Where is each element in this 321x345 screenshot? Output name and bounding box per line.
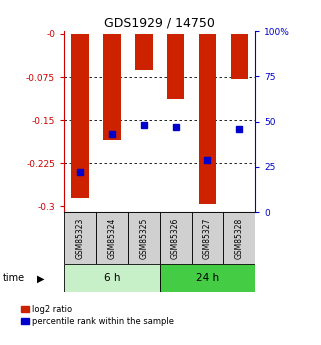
Bar <box>128 212 160 264</box>
Legend: log2 ratio, percentile rank within the sample: log2 ratio, percentile rank within the s… <box>20 304 175 326</box>
Title: GDS1929 / 14750: GDS1929 / 14750 <box>104 17 215 30</box>
Text: GSM85326: GSM85326 <box>171 217 180 259</box>
Bar <box>160 212 192 264</box>
Bar <box>160 264 255 292</box>
Text: ▶: ▶ <box>37 274 44 283</box>
Text: 6 h: 6 h <box>104 273 120 283</box>
Bar <box>223 212 255 264</box>
Text: time: time <box>3 273 25 283</box>
Text: 24 h: 24 h <box>196 273 219 283</box>
Text: GSM85327: GSM85327 <box>203 217 212 259</box>
Bar <box>167 34 184 99</box>
Bar <box>71 34 89 198</box>
Bar <box>64 264 160 292</box>
Bar <box>96 212 128 264</box>
Text: GSM85323: GSM85323 <box>76 217 85 259</box>
Text: GSM85324: GSM85324 <box>108 217 117 259</box>
Bar <box>103 34 121 140</box>
Text: GSM85325: GSM85325 <box>139 217 148 259</box>
Bar <box>230 34 248 79</box>
Text: GSM85328: GSM85328 <box>235 217 244 259</box>
Bar <box>64 212 96 264</box>
Bar <box>192 212 223 264</box>
Bar <box>135 34 152 70</box>
Bar <box>199 34 216 204</box>
